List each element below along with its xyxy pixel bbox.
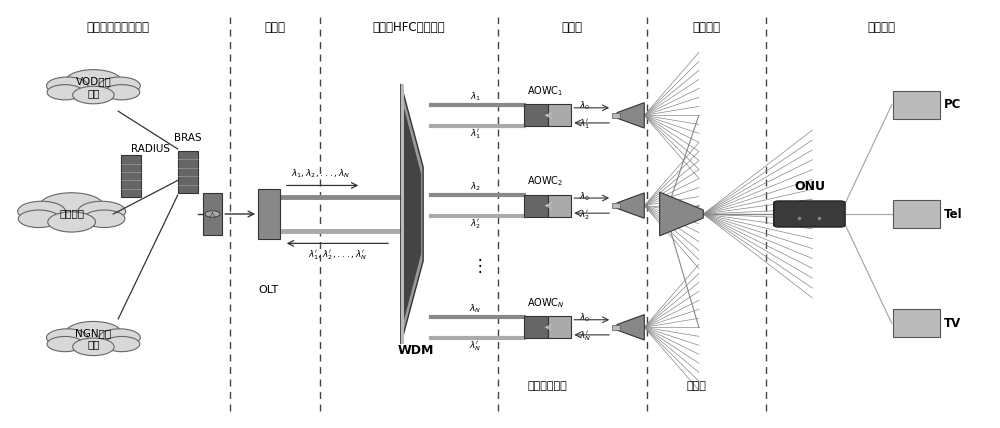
Circle shape <box>47 85 83 100</box>
Circle shape <box>65 321 122 345</box>
Text: AOWC$_2$: AOWC$_2$ <box>527 174 564 188</box>
Text: $\lambda_2$: $\lambda_2$ <box>470 181 481 193</box>
Circle shape <box>104 336 140 352</box>
Polygon shape <box>617 103 644 128</box>
Polygon shape <box>401 84 423 344</box>
FancyBboxPatch shape <box>548 195 571 217</box>
Circle shape <box>47 329 88 346</box>
FancyBboxPatch shape <box>612 203 620 208</box>
FancyBboxPatch shape <box>548 104 571 126</box>
Text: $\lambda_1$: $\lambda_1$ <box>470 90 481 103</box>
Circle shape <box>78 201 126 221</box>
Text: 用户家庭: 用户家庭 <box>868 21 896 34</box>
Text: ONU: ONU <box>794 180 825 193</box>
Text: $\lambda_0$: $\lambda_0$ <box>579 312 591 324</box>
Text: VOD点播
平台: VOD点播 平台 <box>76 76 111 98</box>
Polygon shape <box>403 104 421 324</box>
Text: $\lambda_2'$: $\lambda_2'$ <box>470 218 481 231</box>
Text: $\lambda_0$: $\lambda_0$ <box>579 100 591 113</box>
FancyBboxPatch shape <box>893 91 940 119</box>
Text: $\lambda_1'$: $\lambda_1'$ <box>579 118 591 131</box>
Text: $\lambda_0$: $\lambda_0$ <box>579 190 591 202</box>
Text: 分前端: 分前端 <box>264 21 285 34</box>
Polygon shape <box>617 193 644 218</box>
Text: PC: PC <box>944 98 962 111</box>
Polygon shape <box>660 192 703 236</box>
Text: AOWC$_N$: AOWC$_N$ <box>527 296 565 310</box>
Text: RADIUS: RADIUS <box>131 144 170 154</box>
FancyBboxPatch shape <box>893 200 940 228</box>
Text: $\lambda_N$: $\lambda_N$ <box>469 302 481 315</box>
FancyBboxPatch shape <box>893 309 940 337</box>
Text: NGN语音
平台: NGN语音 平台 <box>75 328 111 350</box>
FancyBboxPatch shape <box>548 316 571 338</box>
Circle shape <box>47 336 83 352</box>
FancyBboxPatch shape <box>524 195 548 217</box>
Text: 全光波长转换: 全光波长转换 <box>528 381 567 391</box>
Circle shape <box>73 338 114 356</box>
Text: 数据宽带: 数据宽带 <box>59 208 84 218</box>
Text: $\lambda_2'$: $\lambda_2'$ <box>579 208 590 222</box>
FancyBboxPatch shape <box>612 325 620 330</box>
Circle shape <box>73 86 114 104</box>
Text: 光节点: 光节点 <box>562 21 583 34</box>
Text: OLT: OLT <box>259 285 279 294</box>
Text: $\lambda_1',\lambda_2',...,\lambda_N'$: $\lambda_1',\lambda_2',...,\lambda_N'$ <box>308 248 367 262</box>
Circle shape <box>99 329 140 346</box>
Text: $\lambda_N'$: $\lambda_N'$ <box>469 339 481 353</box>
Polygon shape <box>617 315 644 340</box>
Circle shape <box>48 212 95 232</box>
Text: ⋮: ⋮ <box>472 258 488 276</box>
Circle shape <box>99 77 140 95</box>
Text: 分光器: 分光器 <box>686 381 706 391</box>
Text: $\lambda_N'$: $\lambda_N'$ <box>579 330 592 343</box>
Circle shape <box>47 77 88 95</box>
FancyBboxPatch shape <box>258 189 280 239</box>
Circle shape <box>65 70 122 94</box>
Text: BRAS: BRAS <box>174 133 201 143</box>
Circle shape <box>104 85 140 100</box>
Text: AOWC$_1$: AOWC$_1$ <box>527 84 564 98</box>
FancyBboxPatch shape <box>178 151 198 193</box>
FancyBboxPatch shape <box>524 104 548 126</box>
Text: 野外（HFC分光处）: 野外（HFC分光处） <box>372 21 445 34</box>
FancyBboxPatch shape <box>202 193 222 235</box>
Polygon shape <box>401 84 404 344</box>
Circle shape <box>39 193 104 220</box>
Circle shape <box>84 210 125 228</box>
FancyBboxPatch shape <box>524 316 548 338</box>
Text: $\lambda_1,\lambda_2,...,\lambda_N$: $\lambda_1,\lambda_2,...,\lambda_N$ <box>291 168 350 181</box>
FancyBboxPatch shape <box>121 155 141 197</box>
Text: $\lambda_1'$: $\lambda_1'$ <box>470 128 481 141</box>
Circle shape <box>205 211 220 217</box>
Circle shape <box>18 201 65 221</box>
Text: 楼栋单元: 楼栋单元 <box>692 21 720 34</box>
FancyBboxPatch shape <box>612 113 620 118</box>
Text: 中心机房（总前端）: 中心机房（总前端） <box>87 21 150 34</box>
Text: TV: TV <box>944 317 962 330</box>
Text: Tel: Tel <box>944 208 963 220</box>
Text: WDM: WDM <box>398 344 434 357</box>
Circle shape <box>18 210 60 228</box>
FancyBboxPatch shape <box>774 201 845 227</box>
